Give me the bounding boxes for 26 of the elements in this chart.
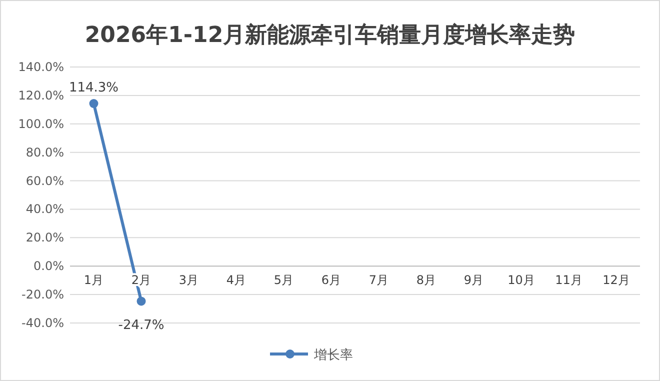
y-tick-label: -40.0% <box>22 316 64 330</box>
legend-label: 增长率 <box>313 347 353 363</box>
legend: 增长率 <box>270 348 353 363</box>
y-tick-label: 100.0% <box>18 116 64 131</box>
x-tick-label: 10月 <box>508 273 535 288</box>
y-tick-label: -20.0% <box>22 288 64 302</box>
x-tick-label: 8月 <box>416 273 436 288</box>
x-tick-label: 12月 <box>602 273 630 288</box>
y-tick-label: 20.0% <box>26 230 64 245</box>
x-tick-label: 6月 <box>321 273 342 288</box>
y-tick-label: 120.0% <box>18 88 64 102</box>
data-label: -24.7% <box>118 318 164 334</box>
y-tick-label: 140.0% <box>18 60 64 74</box>
x-tick-label: 9月 <box>464 273 484 288</box>
x-tick-label: 11月 <box>555 273 582 288</box>
y-tick-label: 60.0% <box>26 174 64 188</box>
x-tick-label: 4月 <box>226 273 246 288</box>
y-tick-label: 40.0% <box>26 202 64 216</box>
y-tick-label: 0.0% <box>34 259 64 274</box>
y-tick-label: 80.0% <box>26 145 64 160</box>
x-tick-label: 3月 <box>178 273 199 288</box>
data-label: 114.3% <box>68 80 119 96</box>
chart-title: 2026年1-12月新能源牵引车销量月度增长率走势 <box>84 22 576 48</box>
x-tick-label: 7月 <box>368 273 389 288</box>
x-tick-label: 1月 <box>84 273 104 288</box>
x-tick-label: 5月 <box>274 273 294 288</box>
